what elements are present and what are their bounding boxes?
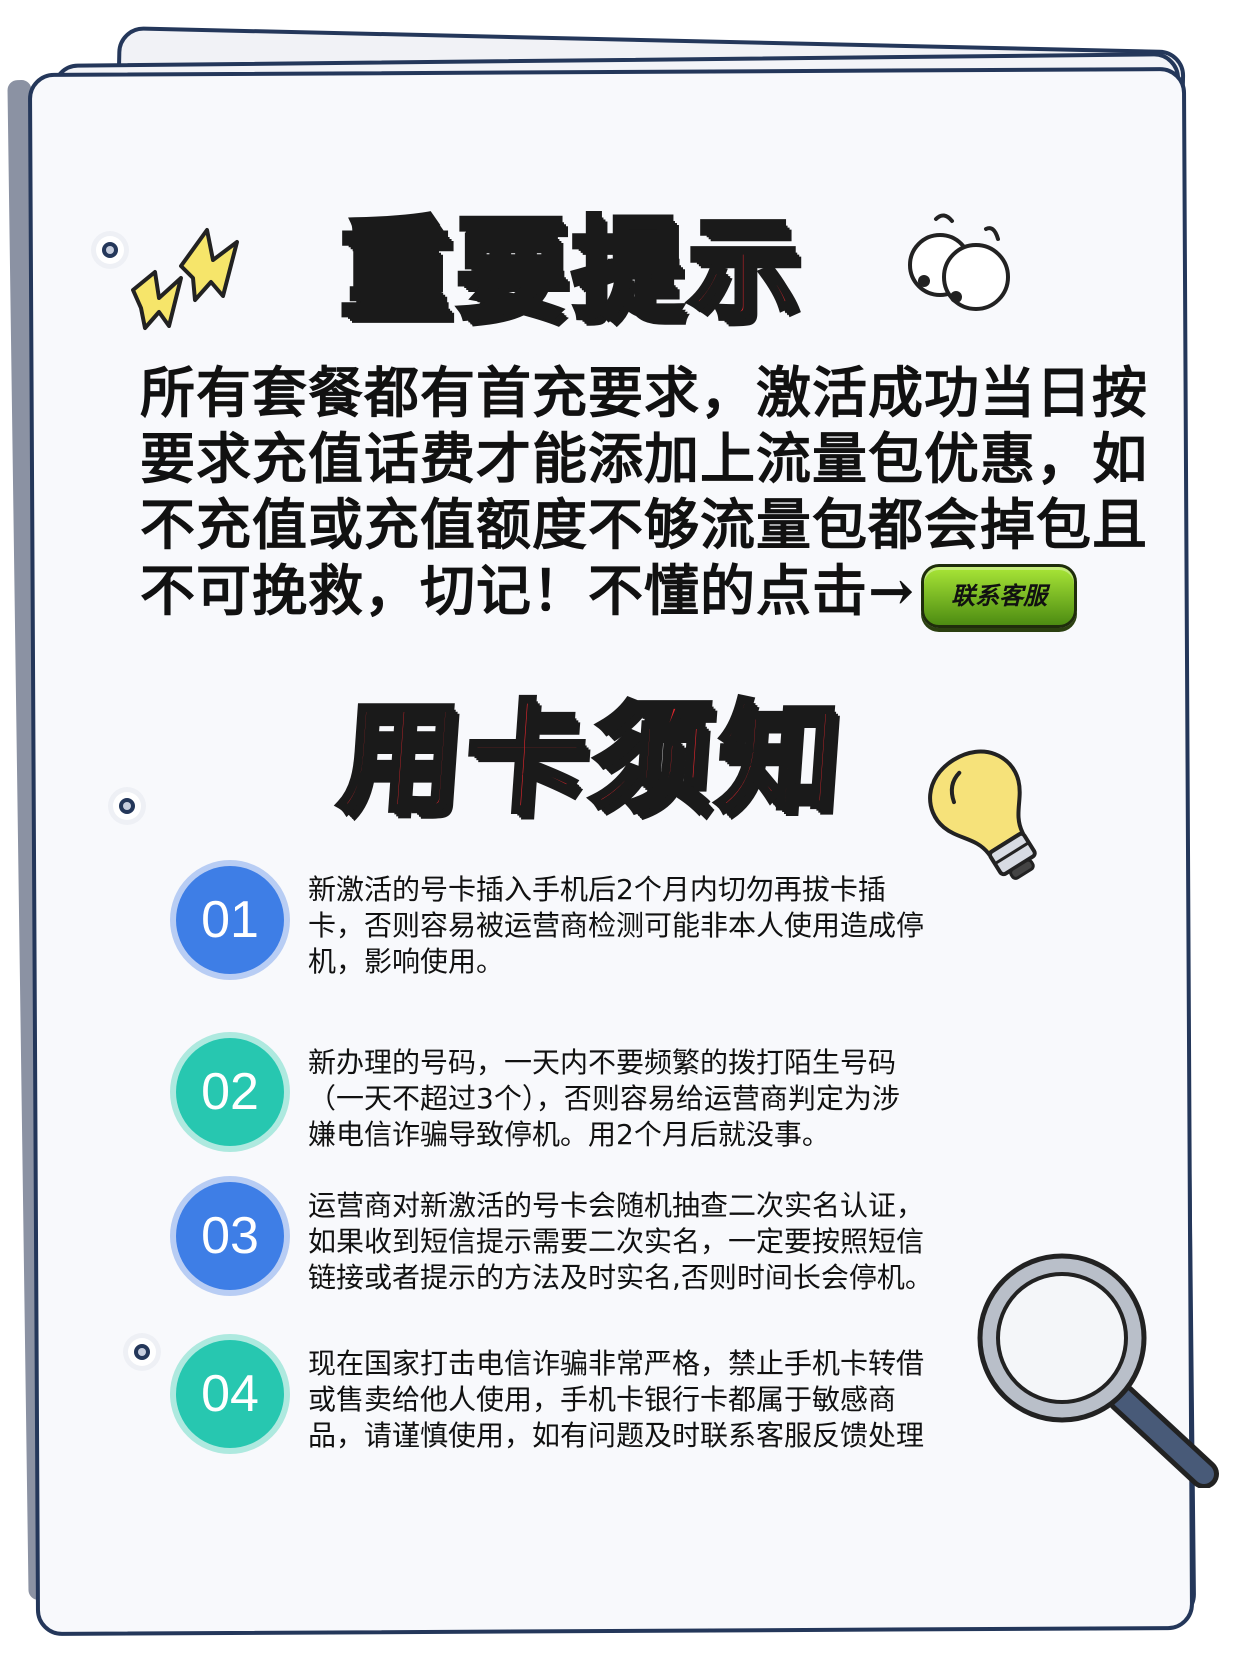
- lightbulb-icon: [928, 749, 1037, 880]
- item-line: 新激活的号卡插入手机后2个月内切勿再拔卡插: [308, 873, 886, 906]
- guide-item-2: 新办理的号码，一天内不要频繁的拨打陌生号码 （一天不超过3个），否则容易给运营商…: [308, 1045, 968, 1153]
- notice-text: 所有套餐都有首充要求，激活成功当日按 要求充值话费才能添加上流量包优惠，如 不充…: [140, 360, 1149, 628]
- eyes-icon: [908, 213, 1010, 311]
- notice-line-2: 要求充值话费才能添加上流量包优惠，如: [140, 426, 1149, 491]
- notice-line-4: 不可挽救，切记！不懂的点击→: [140, 558, 916, 623]
- item-number-badge: 02: [176, 1038, 284, 1146]
- notice-title: 重要提示: [338, 204, 804, 337]
- notice-line-4-wrap: 不可挽救，切记！不懂的点击→ 联系客服: [140, 558, 1090, 628]
- magnifier-icon: [977, 1253, 1219, 1488]
- item-line: 品，请谨慎使用，如有问题及时联系客服反馈处理: [308, 1419, 925, 1452]
- guide-item-4: 现在国家打击电信诈骗非常严格，禁止手机卡转借 或售卖给他人使用，手机卡银行卡都属…: [308, 1346, 968, 1454]
- item-line: 卡，否则容易被运营商检测可能非本人使用造成停: [308, 909, 925, 942]
- item-line: （一天不超过3个），否则容易给运营商判定为涉: [308, 1082, 900, 1115]
- guide-item-1: 新激活的号卡插入手机后2个月内切勿再拔卡插 卡，否则容易被运营商检测可能非本人使…: [308, 872, 968, 980]
- guide-title: 用卡须知: [333, 688, 852, 832]
- item-line: 机，影响使用。: [308, 945, 505, 978]
- item-line: 如果收到短信提示需要二次实名，一定要按照短信: [308, 1225, 925, 1258]
- item-line: 新办理的号码，一天内不要频繁的拨打陌生号码: [308, 1046, 897, 1079]
- notice-line-1: 所有套餐都有首充要求，激活成功当日按: [140, 360, 1149, 425]
- item-number-badge: 01: [176, 866, 284, 974]
- binder-hole-3: [128, 1338, 156, 1366]
- lightning-icon: [131, 228, 239, 330]
- item-number-badge: 04: [176, 1340, 284, 1448]
- guide-item-3: 运营商对新激活的号卡会随机抽查二次实名认证， 如果收到短信提示需要二次实名，一定…: [308, 1188, 968, 1296]
- item-line: 运营商对新激活的号卡会随机抽查二次实名认证，: [308, 1189, 925, 1222]
- item-line: 或售卖给他人使用，手机卡银行卡都属于敏感商: [308, 1383, 897, 1416]
- binder-hole-1: [96, 236, 124, 264]
- item-number-badge: 03: [176, 1182, 284, 1290]
- item-line: 现在国家打击电信诈骗非常严格，禁止手机卡转借: [308, 1347, 925, 1380]
- item-line: 嫌电信诈骗导致停机。用2个月后就没事。: [308, 1118, 830, 1151]
- item-line: 链接或者提示的方法及时实名,否则时间长会停机。: [308, 1261, 933, 1294]
- binder-hole-2: [113, 792, 141, 820]
- contact-service-button[interactable]: 联系客服: [921, 563, 1078, 628]
- notice-line-3: 不充值或充值额度不够流量包都会掉包且: [140, 492, 1149, 557]
